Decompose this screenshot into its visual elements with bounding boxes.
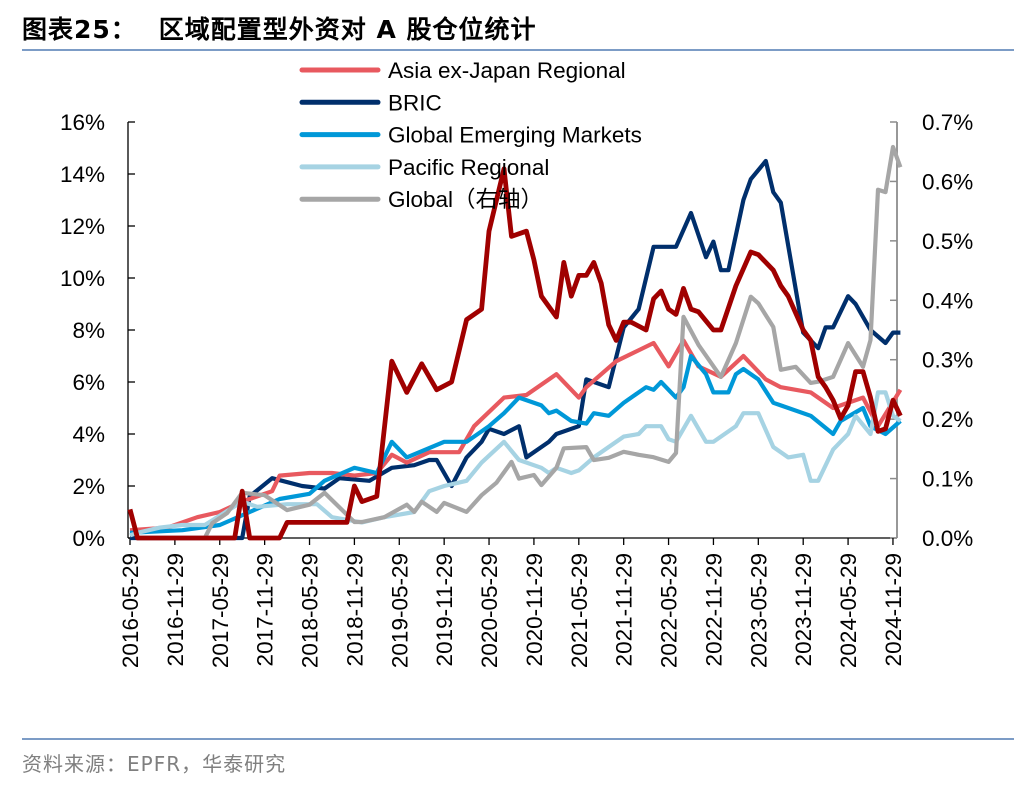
- x-axis-tick-label: 2024-05-29: [836, 553, 861, 668]
- right-axis-tick-label: 0.1%: [922, 467, 973, 492]
- legend: Asia ex-Japan Regional BRIC Global Emergin…: [299, 58, 642, 212]
- x-axis-tick-label: 2018-05-29: [298, 553, 323, 668]
- x-axis-tick-label: 2019-11-29: [432, 553, 457, 666]
- legend-item: Asia ex-Japan Regional: [299, 58, 626, 83]
- series-line-bric: [130, 158, 901, 541]
- left-axis-tick-label: 16%: [60, 110, 105, 135]
- series-line-global: [202, 144, 903, 539]
- axes: 0% 2% 4% 6% 8% 10% 12% 14% 16% 0.0% 0.1% 0.2% 0.3% 0.…: [60, 110, 973, 668]
- right-axis-tick-label: 0.3%: [922, 348, 973, 373]
- legend-label: Asia ex-Japan Regional: [388, 58, 626, 83]
- series-line-global-emerging-markets: [129, 353, 902, 535]
- series-line-unlabeled: [127, 166, 903, 541]
- left-axis-tick-label: 4%: [72, 422, 105, 447]
- right-axis-tick-label: 0.7%: [922, 110, 973, 135]
- left-axis-tick-label: 6%: [72, 370, 105, 395]
- x-axis-tick-label: 2016-11-29: [163, 553, 188, 666]
- figure-title: 区域配置型外资对 A 股仓位统计: [158, 15, 537, 44]
- series-line-asia-ex-japan-regional: [129, 338, 903, 533]
- series-lines: [127, 144, 903, 541]
- legend-item: BRIC: [299, 90, 442, 115]
- legend-item: Pacific Regional: [299, 155, 549, 180]
- series-line-pacific-regional: [129, 390, 902, 538]
- x-axis-tick-label: 2022-05-29: [657, 553, 682, 668]
- left-axis-tick-label: 10%: [60, 266, 105, 291]
- right-axis-tick-label: 0.5%: [922, 229, 973, 254]
- x-axis-tick-label: 2018-11-29: [342, 553, 367, 666]
- title-divider: [22, 49, 1014, 51]
- figure-number: 图表25：: [22, 15, 137, 44]
- left-axis-tick-label: 2%: [72, 474, 105, 499]
- footer-divider: [22, 738, 1014, 740]
- x-axis-tick-label: 2017-11-29: [253, 553, 278, 666]
- right-axis-tick-label: 0.0%: [922, 526, 973, 551]
- x-axis-tick-label: 2016-05-29: [118, 553, 143, 668]
- x-axis-tick-label: 2021-05-29: [567, 553, 592, 668]
- left-axis-tick-label: 12%: [60, 214, 105, 239]
- x-axis-tick-label: 2017-05-29: [208, 553, 233, 668]
- left-axis-tick-label: 0%: [72, 526, 105, 551]
- legend-label: Global（右轴）: [388, 187, 543, 212]
- x-axis-tick-label: 2023-05-29: [746, 553, 771, 668]
- right-axis-tick-label: 0.2%: [922, 407, 973, 432]
- x-axis-tick-label: 2021-11-29: [612, 553, 637, 666]
- legend-label: BRIC: [388, 90, 442, 115]
- legend-item: Global Emerging Markets: [299, 123, 642, 148]
- source-note: 资料来源：EPFR，华泰研究: [22, 752, 287, 776]
- x-axis-tick-label: 2024-11-29: [881, 553, 906, 666]
- legend-label: Pacific Regional: [388, 155, 549, 180]
- legend-label: Global Emerging Markets: [388, 123, 642, 148]
- x-axis-tick-label: 2020-05-29: [477, 553, 502, 668]
- x-axis-tick-label: 2023-11-29: [791, 553, 816, 666]
- left-axis-tick-label: 14%: [60, 162, 105, 187]
- right-axis-tick-label: 0.6%: [922, 169, 973, 194]
- right-axis-tick-label: 0.4%: [922, 288, 973, 313]
- left-axis-tick-label: 8%: [72, 318, 105, 343]
- x-axis-tick-label: 2020-11-29: [522, 553, 547, 666]
- chart-title: 图表25： 区域配置型外资对 A 股仓位统计: [22, 10, 537, 46]
- legend-item: Global（右轴）: [299, 187, 543, 212]
- x-axis-tick-label: 2022-11-29: [701, 553, 726, 666]
- x-axis-tick-label: 2019-05-29: [387, 553, 412, 668]
